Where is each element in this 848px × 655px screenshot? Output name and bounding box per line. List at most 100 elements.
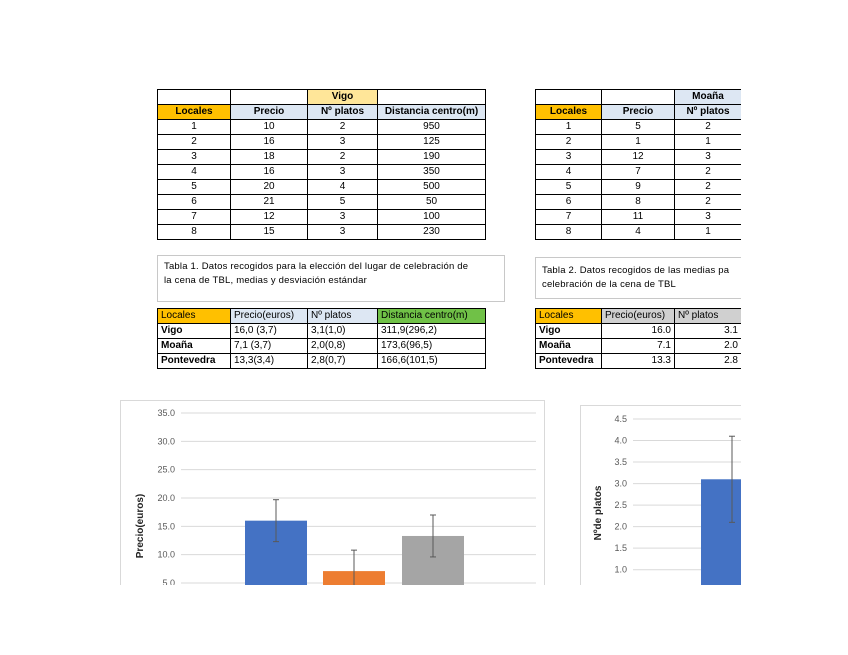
- table-cell[interactable]: Pontevedra: [157, 353, 231, 369]
- table-cell[interactable]: 10: [230, 119, 308, 135]
- table-cell[interactable]: 3: [307, 224, 378, 240]
- table-cell[interactable]: 1: [601, 134, 675, 150]
- table-cell[interactable]: 166,6(101,5): [377, 353, 486, 369]
- table-cell[interactable]: 1: [157, 119, 231, 135]
- bar-vigo[interactable]: [701, 479, 741, 585]
- header-locales[interactable]: Locales: [535, 104, 602, 120]
- table-cell[interactable]: Pontevedra: [535, 353, 602, 369]
- table-cell[interactable]: 18: [230, 149, 308, 165]
- table-cell[interactable]: 5: [307, 194, 378, 210]
- header-precio[interactable]: Precio: [230, 104, 308, 120]
- table-cell[interactable]: 5: [535, 179, 602, 195]
- table-cell[interactable]: [601, 89, 675, 105]
- table-cell[interactable]: 2,0(0,8): [307, 338, 378, 354]
- table-cell[interactable]: Moaña: [535, 338, 602, 354]
- table-cell[interactable]: 3: [157, 149, 231, 165]
- table-cell[interactable]: 173,6(96,5): [377, 338, 486, 354]
- table-cell[interactable]: 8: [157, 224, 231, 240]
- table-cell[interactable]: 12: [230, 209, 308, 225]
- table-cell[interactable]: 500: [377, 179, 486, 195]
- header-distancia[interactable]: Distancia centro(m): [377, 308, 486, 324]
- table-cell[interactable]: [157, 89, 231, 105]
- group-label-vigo[interactable]: Vigo: [307, 89, 378, 105]
- table-cell[interactable]: 5: [157, 179, 231, 195]
- table-cell[interactable]: 3: [674, 149, 741, 165]
- header-precio[interactable]: Precio(euros): [230, 308, 308, 324]
- header-locales[interactable]: Locales: [535, 308, 602, 324]
- table-cell[interactable]: 2: [157, 134, 231, 150]
- table-cell[interactable]: Moaña: [157, 338, 231, 354]
- table-cell[interactable]: 13.3: [601, 353, 675, 369]
- table-cell[interactable]: 3,1(1,0): [307, 323, 378, 339]
- group-label-moana[interactable]: Moaña: [674, 89, 741, 105]
- table-cell[interactable]: 7: [601, 164, 675, 180]
- table-cell[interactable]: 7.1: [601, 338, 675, 354]
- table-cell[interactable]: 2: [674, 179, 741, 195]
- table-cell[interactable]: 230: [377, 224, 486, 240]
- caption-table-1[interactable]: Tabla 1. Datos recogidos para la elecció…: [157, 255, 505, 302]
- header-distancia[interactable]: Distancia centro(m): [377, 104, 486, 120]
- table-cell[interactable]: 15: [230, 224, 308, 240]
- table-cell[interactable]: 2: [674, 164, 741, 180]
- table-cell[interactable]: 16: [230, 164, 308, 180]
- table-cell[interactable]: 190: [377, 149, 486, 165]
- table-cell[interactable]: 2: [307, 119, 378, 135]
- table-cell[interactable]: 16,0 (3,7): [230, 323, 308, 339]
- table-cell[interactable]: 2,8(0,7): [307, 353, 378, 369]
- table-cell[interactable]: 2.8: [674, 353, 741, 369]
- table-cell[interactable]: 6: [535, 194, 602, 210]
- chart-precio[interactable]: 35.0 30.0 25.0 20.0 15.0 10.0 5.0 Precio(euros): [120, 400, 545, 585]
- table-cell[interactable]: 100: [377, 209, 486, 225]
- table-cell[interactable]: [377, 89, 486, 105]
- header-locales[interactable]: Locales: [157, 308, 231, 324]
- table-cell[interactable]: 4: [157, 164, 231, 180]
- table-cell[interactable]: [535, 89, 602, 105]
- header-platos[interactable]: Nº platos: [307, 308, 378, 324]
- table-cell[interactable]: Vigo: [535, 323, 602, 339]
- table-cell[interactable]: 311,9(296,2): [377, 323, 486, 339]
- table-cell[interactable]: 2: [674, 119, 741, 135]
- table-cell[interactable]: 9: [601, 179, 675, 195]
- table-cell[interactable]: 13,3(3,4): [230, 353, 308, 369]
- table-cell[interactable]: 16.0: [601, 323, 675, 339]
- table-cell[interactable]: 4: [601, 224, 675, 240]
- table-cell[interactable]: 2.0: [674, 338, 741, 354]
- table-cell[interactable]: 21: [230, 194, 308, 210]
- table-cell[interactable]: 16: [230, 134, 308, 150]
- table-cell[interactable]: 7,1 (3,7): [230, 338, 308, 354]
- header-precio[interactable]: Precio(euros): [601, 308, 675, 324]
- table-cell[interactable]: 6: [157, 194, 231, 210]
- table-cell[interactable]: 12: [601, 149, 675, 165]
- header-platos[interactable]: Nº platos: [674, 308, 741, 324]
- table-cell[interactable]: 3: [535, 149, 602, 165]
- caption-table-2[interactable]: Tabla 2. Datos recogidos de las medias p…: [535, 257, 741, 299]
- table-cell[interactable]: 3: [307, 209, 378, 225]
- table-cell[interactable]: 20: [230, 179, 308, 195]
- table-cell[interactable]: 50: [377, 194, 486, 210]
- table-cell[interactable]: 1: [674, 224, 741, 240]
- table-cell[interactable]: 4: [535, 164, 602, 180]
- table-cell[interactable]: 4: [307, 179, 378, 195]
- table-cell[interactable]: 8: [601, 194, 675, 210]
- table-cell[interactable]: 950: [377, 119, 486, 135]
- table-cell[interactable]: 2: [307, 149, 378, 165]
- table-cell[interactable]: 2: [674, 194, 741, 210]
- table-cell[interactable]: 2: [535, 134, 602, 150]
- table-cell[interactable]: 11: [601, 209, 675, 225]
- table-cell[interactable]: 3: [674, 209, 741, 225]
- table-cell[interactable]: 350: [377, 164, 486, 180]
- header-locales[interactable]: Locales: [157, 104, 231, 120]
- table-cell[interactable]: 7: [157, 209, 231, 225]
- table-cell[interactable]: Vigo: [157, 323, 231, 339]
- table-cell[interactable]: 5: [601, 119, 675, 135]
- table-cell[interactable]: [230, 89, 308, 105]
- table-cell[interactable]: 3: [307, 164, 378, 180]
- table-cell[interactable]: 3.1: [674, 323, 741, 339]
- table-cell[interactable]: 7: [535, 209, 602, 225]
- header-platos[interactable]: Nº platos: [674, 104, 741, 120]
- header-platos[interactable]: Nº platos: [307, 104, 378, 120]
- table-cell[interactable]: 125: [377, 134, 486, 150]
- header-precio[interactable]: Precio: [601, 104, 675, 120]
- table-cell[interactable]: 1: [674, 134, 741, 150]
- table-cell[interactable]: 8: [535, 224, 602, 240]
